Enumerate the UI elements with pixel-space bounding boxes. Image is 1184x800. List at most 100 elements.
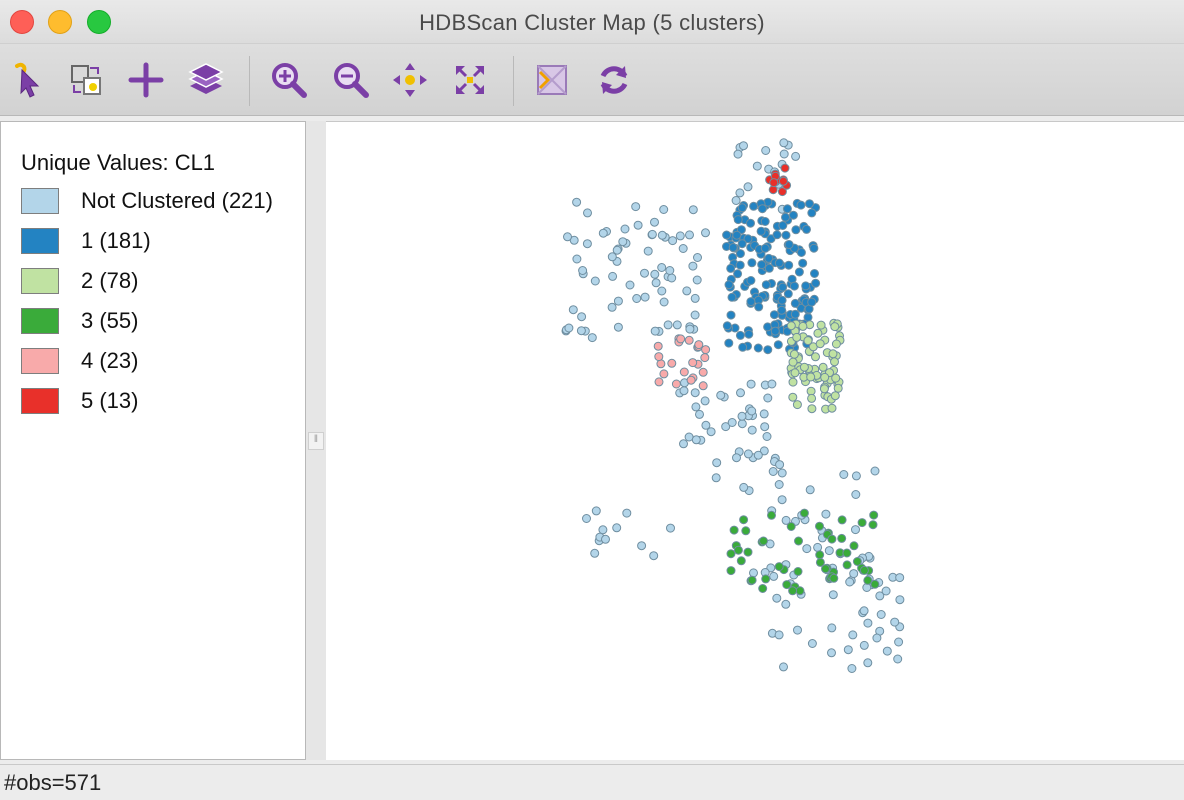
map-point[interactable] xyxy=(733,269,743,279)
map-point[interactable] xyxy=(792,332,802,342)
map-point[interactable] xyxy=(807,404,817,414)
map-point[interactable] xyxy=(671,379,681,389)
map-point[interactable] xyxy=(739,141,748,151)
map-point[interactable] xyxy=(876,610,886,619)
map-point[interactable] xyxy=(724,280,734,290)
map-point[interactable] xyxy=(895,573,905,583)
map-point[interactable] xyxy=(657,263,667,272)
map-point[interactable] xyxy=(881,586,891,596)
legend-item-cluster-1[interactable]: 1 (181) xyxy=(21,228,301,256)
map-point[interactable] xyxy=(805,485,815,495)
map-point[interactable] xyxy=(810,269,819,278)
map-point[interactable] xyxy=(790,309,800,319)
map-point[interactable] xyxy=(679,367,689,377)
map-point[interactable] xyxy=(590,276,600,286)
map-point[interactable] xyxy=(872,633,882,643)
map-point[interactable] xyxy=(870,579,880,589)
map-point[interactable] xyxy=(788,586,798,596)
map-point[interactable] xyxy=(682,286,692,296)
map-point[interactable] xyxy=(764,263,774,273)
map-point[interactable] xyxy=(735,330,745,340)
map-point[interactable] xyxy=(849,541,859,551)
map-point[interactable] xyxy=(735,188,745,198)
map-point[interactable] xyxy=(735,260,745,270)
map-point[interactable] xyxy=(851,471,861,481)
map-point[interactable] xyxy=(737,419,747,429)
map-point[interactable] xyxy=(736,388,745,398)
map-point[interactable] xyxy=(811,278,821,288)
map-point[interactable] xyxy=(676,334,686,344)
map-point[interactable] xyxy=(802,224,811,234)
legend-item-cluster-4[interactable]: 4 (23) xyxy=(21,348,301,376)
legend-item-cluster-5[interactable]: 5 (13) xyxy=(21,388,301,416)
map-point[interactable] xyxy=(657,230,667,240)
map-point[interactable] xyxy=(802,544,812,554)
map-point[interactable] xyxy=(768,467,778,476)
map-point[interactable] xyxy=(778,221,788,230)
map-point[interactable] xyxy=(726,263,736,273)
map-point[interactable] xyxy=(798,321,808,331)
map-point[interactable] xyxy=(727,292,737,302)
legend-item-cluster-2[interactable]: 2 (78) xyxy=(21,268,301,296)
map-point[interactable] xyxy=(863,618,873,628)
map-point[interactable] xyxy=(875,591,885,601)
map-point[interactable] xyxy=(839,470,849,479)
map-point[interactable] xyxy=(890,617,900,627)
map-point[interactable] xyxy=(807,393,817,403)
map-point[interactable] xyxy=(743,547,753,557)
map-point[interactable] xyxy=(651,278,661,288)
map-point[interactable] xyxy=(612,523,622,533)
map-point[interactable] xyxy=(778,176,788,186)
map-point[interactable] xyxy=(779,138,789,148)
refresh-icon[interactable] xyxy=(592,58,636,102)
map-point[interactable] xyxy=(737,203,747,213)
map-point[interactable] xyxy=(659,205,669,214)
map-point[interactable] xyxy=(746,297,756,307)
map-point[interactable] xyxy=(587,333,597,343)
map-point[interactable] xyxy=(764,253,774,263)
map-point[interactable] xyxy=(782,204,792,214)
map-point[interactable] xyxy=(738,342,748,352)
map-point[interactable] xyxy=(695,409,704,419)
map-point[interactable] xyxy=(759,446,769,456)
map-point[interactable] xyxy=(741,526,751,536)
map-point[interactable] xyxy=(763,393,773,403)
map-point[interactable] xyxy=(754,302,764,312)
map-point[interactable] xyxy=(712,458,722,468)
map-point[interactable] xyxy=(691,402,701,412)
map-point[interactable] xyxy=(827,534,837,544)
map-point[interactable] xyxy=(679,386,689,396)
map-point[interactable] xyxy=(779,149,789,159)
map-point[interactable] xyxy=(777,187,787,197)
map-point[interactable] xyxy=(650,269,660,279)
map-point[interactable] xyxy=(759,409,769,419)
map-point[interactable] xyxy=(747,575,757,585)
map-point[interactable] xyxy=(591,506,601,516)
map-point[interactable] xyxy=(632,294,642,303)
map-point[interactable] xyxy=(568,305,578,315)
map-point[interactable] xyxy=(572,254,582,264)
map-point[interactable] xyxy=(831,373,841,383)
map-point[interactable] xyxy=(757,260,767,270)
map-point[interactable] xyxy=(789,349,799,359)
map-point[interactable] xyxy=(700,353,710,363)
map-point[interactable] xyxy=(731,196,741,205)
map-point[interactable] xyxy=(663,320,673,330)
map-point[interactable] xyxy=(690,388,700,398)
map-point[interactable] xyxy=(598,525,608,535)
map-point[interactable] xyxy=(744,329,754,339)
map-point[interactable] xyxy=(782,580,792,590)
map-point[interactable] xyxy=(789,281,799,291)
map-point[interactable] xyxy=(649,551,659,561)
map-point[interactable] xyxy=(668,236,678,246)
map-point[interactable] xyxy=(859,640,869,650)
map-point[interactable] xyxy=(607,302,617,312)
map-point[interactable] xyxy=(729,525,739,535)
map-point[interactable] xyxy=(777,495,787,505)
map-point[interactable] xyxy=(807,297,817,307)
select-pointer-icon[interactable] xyxy=(6,58,50,102)
map-point[interactable] xyxy=(633,220,643,230)
map-point[interactable] xyxy=(659,297,669,307)
map-point[interactable] xyxy=(821,509,831,519)
map-point[interactable] xyxy=(650,326,660,336)
